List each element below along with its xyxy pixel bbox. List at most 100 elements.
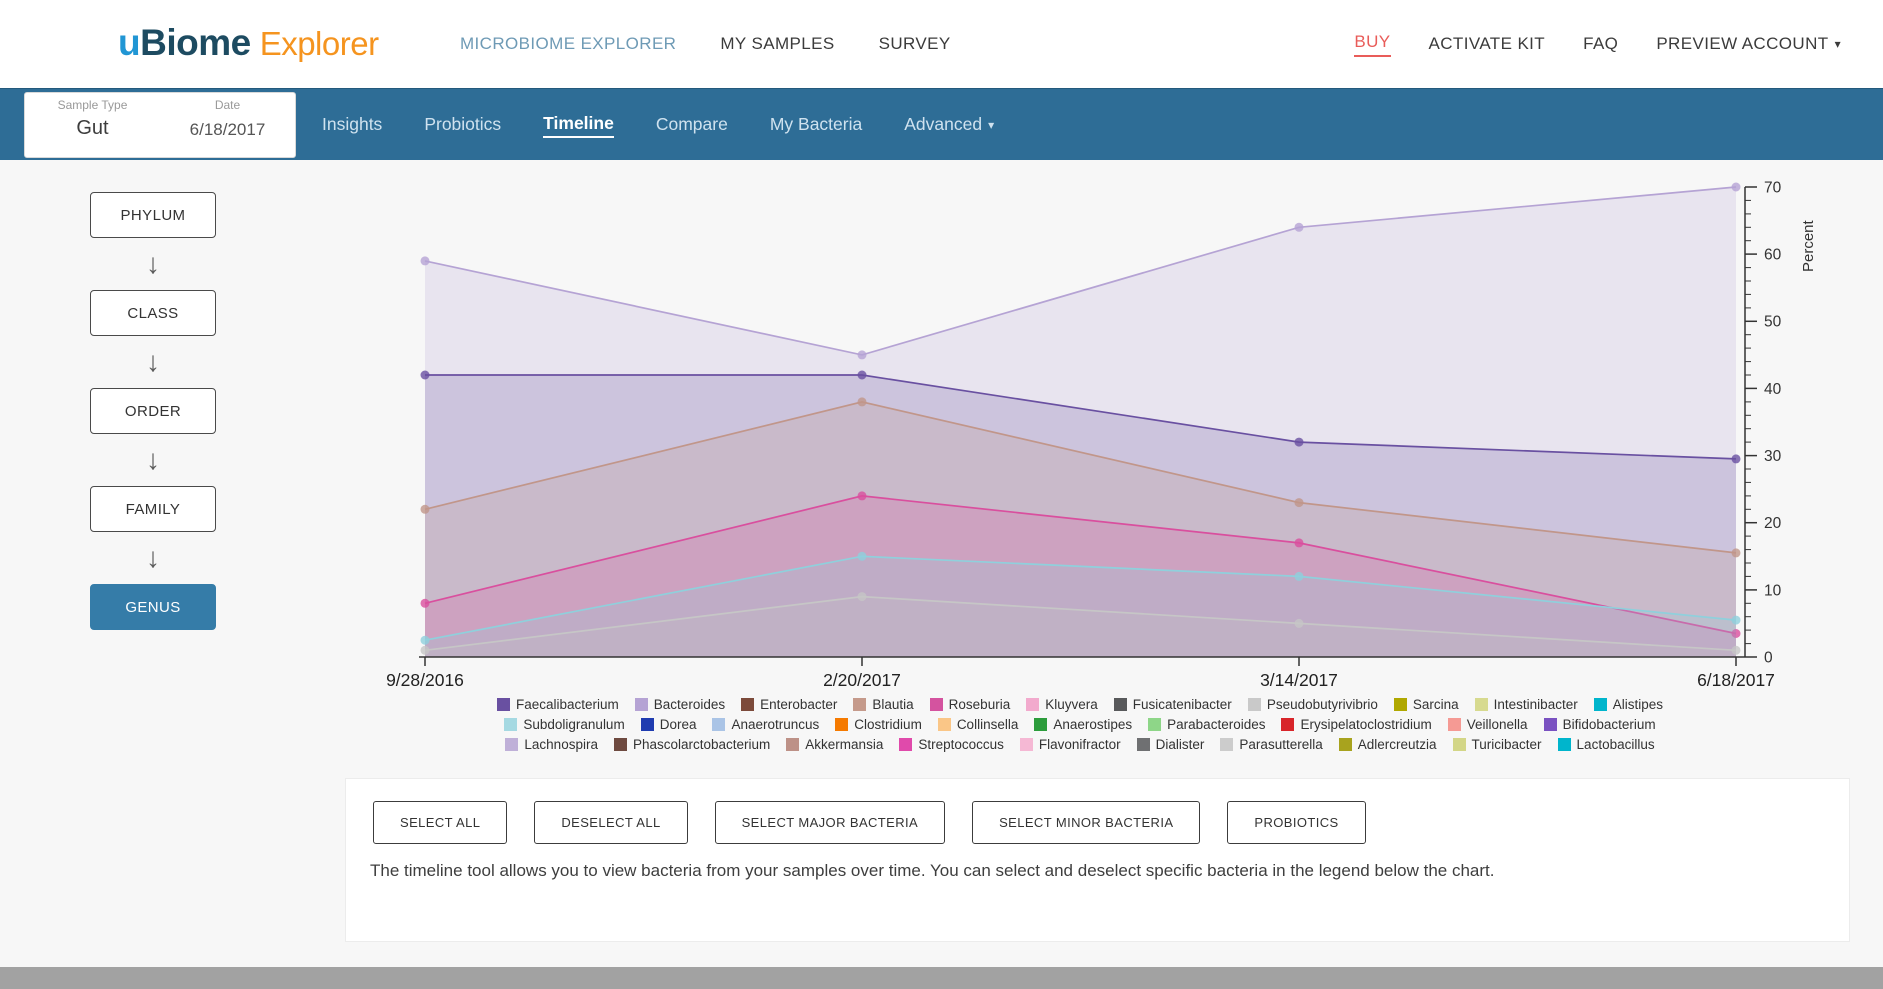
legend-item-bacteroides[interactable]: Bacteroides — [635, 697, 725, 712]
point-subdoligranulum-2[interactable] — [858, 552, 867, 561]
point-blautia-4[interactable] — [1732, 548, 1741, 557]
point-bacteroides-1[interactable] — [421, 256, 430, 265]
legend-item-intestinibacter[interactable]: Intestinibacter — [1475, 697, 1578, 712]
legend-item-fusicatenibacter[interactable]: Fusicatenibacter — [1114, 697, 1232, 712]
nav-item-my-samples[interactable]: MY SAMPLES — [720, 34, 834, 54]
legend-label-collinsella: Collinsella — [957, 717, 1019, 732]
probiotics-button[interactable]: PROBIOTICS — [1227, 801, 1365, 844]
down-arrow-icon: ↓ — [146, 434, 160, 486]
y-tick-label-30: 30 — [1764, 448, 1782, 465]
rank-button-order[interactable]: ORDER — [90, 388, 216, 434]
rank-button-family[interactable]: FAMILY — [90, 486, 216, 532]
legend-item-kluyvera[interactable]: Kluyvera — [1026, 697, 1098, 712]
legend-item-parasutterella[interactable]: Parasutterella — [1220, 737, 1322, 752]
taxonomy-rank-selector: PHYLUM↓CLASS↓ORDER↓FAMILY↓GENUS — [90, 192, 216, 630]
ubiome-logo[interactable]: uBiomeExplorer — [118, 22, 379, 64]
legend-item-parabacteroides[interactable]: Parabacteroides — [1148, 717, 1265, 732]
select-all-button[interactable]: SELECT ALL — [373, 801, 507, 844]
tab-timeline[interactable]: Timeline — [543, 113, 614, 138]
legend-item-dialister[interactable]: Dialister — [1137, 737, 1205, 752]
y-tick-label-40: 40 — [1764, 381, 1782, 398]
nav-item-survey[interactable]: SURVEY — [879, 34, 951, 54]
y-tick-label-10: 10 — [1764, 582, 1782, 599]
legend-item-lactobacillus[interactable]: Lactobacillus — [1558, 737, 1655, 752]
point-subdoligranulum-3[interactable] — [1295, 572, 1304, 581]
legend-item-sarcina[interactable]: Sarcina — [1394, 697, 1459, 712]
nav-item-buy[interactable]: BUY — [1354, 32, 1390, 57]
tab-probiotics[interactable]: Probiotics — [424, 114, 501, 137]
tab-insights[interactable]: Insights — [322, 114, 382, 137]
legend-swatch-veillonella — [1448, 718, 1461, 731]
sample-date-selector[interactable]: Date 6/18/2017 — [160, 93, 295, 157]
legend-item-roseburia[interactable]: Roseburia — [930, 697, 1011, 712]
point-roseburia-1[interactable] — [421, 599, 430, 608]
nav-item-activate-kit[interactable]: ACTIVATE KIT — [1429, 34, 1546, 54]
rank-button-phylum[interactable]: PHYLUM — [90, 192, 216, 238]
timeline-chart-svg[interactable]: 010203040506070Percent9/28/20162/20/2017… — [345, 150, 1840, 698]
legend-item-alistipes[interactable]: Alistipes — [1594, 697, 1663, 712]
legend-swatch-lachnospira — [505, 738, 518, 751]
legend-item-lachnospira[interactable]: Lachnospira — [505, 737, 598, 752]
deselect-all-button[interactable]: DESELECT ALL — [534, 801, 687, 844]
legend-label-pseudobutyrivibrio: Pseudobutyrivibrio — [1267, 697, 1378, 712]
legend-label-veillonella: Veillonella — [1467, 717, 1528, 732]
point-pseudobutyrivibrio-1[interactable] — [421, 646, 430, 655]
point-blautia-1[interactable] — [421, 505, 430, 514]
legend-item-dorea[interactable]: Dorea — [641, 717, 697, 732]
legend-item-collinsella[interactable]: Collinsella — [938, 717, 1019, 732]
legend-item-turicibacter[interactable]: Turicibacter — [1453, 737, 1542, 752]
legend-item-adlercreutzia[interactable]: Adlercreutzia — [1339, 737, 1437, 752]
select-major-bacteria-button[interactable]: SELECT MAJOR BACTERIA — [715, 801, 945, 844]
point-roseburia-2[interactable] — [858, 491, 867, 500]
select-minor-bacteria-button[interactable]: SELECT MINOR BACTERIA — [972, 801, 1200, 844]
legend-swatch-intestinibacter — [1475, 698, 1488, 711]
point-bacteroides-4[interactable] — [1732, 183, 1741, 192]
legend-item-flavonifractor[interactable]: Flavonifractor — [1020, 737, 1121, 752]
legend-item-erysipelatoclostridium[interactable]: Erysipelatoclostridium — [1281, 717, 1431, 732]
legend-item-faecalibacterium[interactable]: Faecalibacterium — [497, 697, 619, 712]
legend-item-anaerostipes[interactable]: Anaerostipes — [1034, 717, 1132, 732]
legend-item-veillonella[interactable]: Veillonella — [1448, 717, 1528, 732]
point-roseburia-3[interactable] — [1295, 538, 1304, 547]
legend-item-bifidobacterium[interactable]: Bifidobacterium — [1544, 717, 1656, 732]
point-subdoligranulum-1[interactable] — [421, 636, 430, 645]
sample-type-label: Sample Type — [25, 98, 160, 112]
tab-advanced[interactable]: Advanced▾ — [904, 114, 994, 137]
legend-item-akkermansia[interactable]: Akkermansia — [786, 737, 883, 752]
legend-item-phascolarctobacterium[interactable]: Phascolarctobacterium — [614, 737, 770, 752]
legend-label-anaerostipes: Anaerostipes — [1053, 717, 1132, 732]
point-faecalibacterium-4[interactable] — [1732, 454, 1741, 463]
sample-type-selector[interactable]: Sample Type Gut — [25, 93, 160, 157]
legend-item-streptococcus[interactable]: Streptococcus — [899, 737, 1004, 752]
legend-item-subdoligranulum[interactable]: Subdoligranulum — [504, 717, 624, 732]
point-pseudobutyrivibrio-2[interactable] — [858, 592, 867, 601]
point-faecalibacterium-3[interactable] — [1295, 438, 1304, 447]
point-bacteroides-3[interactable] — [1295, 223, 1304, 232]
legend-swatch-dorea — [641, 718, 654, 731]
legend-item-clostridium[interactable]: Clostridium — [835, 717, 922, 732]
timeline-tools-panel: SELECT ALL DESELECT ALL SELECT MAJOR BACTE… — [345, 778, 1850, 942]
legend-label-faecalibacterium: Faecalibacterium — [516, 697, 619, 712]
legend-item-enterobacter[interactable]: Enterobacter — [741, 697, 837, 712]
tab-my-bacteria[interactable]: My Bacteria — [770, 114, 862, 137]
point-blautia-3[interactable] — [1295, 498, 1304, 507]
nav-item-faq[interactable]: FAQ — [1583, 34, 1618, 54]
tab-compare[interactable]: Compare — [656, 114, 728, 137]
nav-item-preview-account[interactable]: PREVIEW ACCOUNT▾ — [1656, 34, 1841, 54]
rank-button-genus[interactable]: GENUS — [90, 584, 216, 630]
legend-item-pseudobutyrivibrio[interactable]: Pseudobutyrivibrio — [1248, 697, 1378, 712]
point-bacteroides-2[interactable] — [858, 350, 867, 359]
nav-item-microbiome-explorer[interactable]: MICROBIOME EXPLORER — [460, 34, 676, 54]
legend-label-akkermansia: Akkermansia — [805, 737, 883, 752]
point-blautia-2[interactable] — [858, 397, 867, 406]
legend-item-anaerotruncus[interactable]: Anaerotruncus — [712, 717, 819, 732]
point-faecalibacterium-2[interactable] — [858, 371, 867, 380]
point-pseudobutyrivibrio-4[interactable] — [1732, 646, 1741, 655]
point-subdoligranulum-4[interactable] — [1732, 616, 1741, 625]
legend-swatch-parabacteroides — [1148, 718, 1161, 731]
point-faecalibacterium-1[interactable] — [421, 371, 430, 380]
legend-item-blautia[interactable]: Blautia — [853, 697, 913, 712]
rank-button-class[interactable]: CLASS — [90, 290, 216, 336]
point-pseudobutyrivibrio-3[interactable] — [1295, 619, 1304, 628]
legend-swatch-bifidobacterium — [1544, 718, 1557, 731]
